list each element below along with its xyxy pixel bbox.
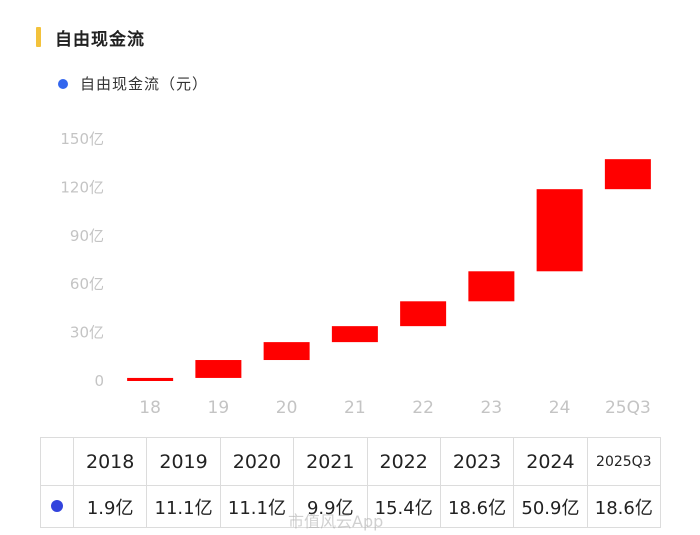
bar[interactable] (331, 326, 378, 343)
table-cell: 11.1亿 (219, 485, 295, 528)
y-tick-label: 120亿 (60, 178, 104, 196)
table-header-row: 2018 2019 2020 2021 2022 2023 2024 2025Q… (40, 437, 662, 486)
bar[interactable] (536, 189, 583, 272)
bar[interactable] (468, 271, 515, 302)
table-row: 1.9亿 11.1亿 11.1亿 9.9亿 15.4亿 18.6亿 50.9亿 … (40, 485, 662, 528)
table-cell: 18.6亿 (586, 485, 662, 528)
x-tick-label: 22 (412, 398, 434, 418)
table-cell: 9.9亿 (293, 485, 368, 528)
table-header-cell: 2024 (513, 437, 588, 486)
table-header-cell: 2022 (366, 437, 441, 486)
legend-label: 自由现金流（元） (80, 75, 209, 93)
data-table: 2018 2019 2020 2021 2022 2023 2024 2025Q… (40, 437, 662, 528)
y-tick-label: 30亿 (70, 324, 104, 342)
x-tick-label: 20 (276, 398, 298, 418)
y-tick-label: 90亿 (70, 227, 104, 245)
table-series-marker (40, 485, 74, 528)
x-tick-label: 25Q3 (605, 398, 651, 418)
bar[interactable] (604, 159, 651, 190)
bar[interactable] (195, 360, 242, 378)
x-tick-label: 21 (344, 398, 366, 418)
y-tick-label: 60亿 (70, 275, 104, 293)
bar[interactable] (400, 301, 447, 327)
table-header-cell: 2025Q3 (586, 437, 662, 486)
watermark: 市值风云App (288, 512, 384, 531)
header-accent-bar (36, 27, 41, 47)
table-cell: 50.9亿 (513, 485, 588, 528)
waterfall-chart: 0 30亿 60亿 90亿 120亿 150亿 18 19 20 21 22 23 24 25Q3 (60, 130, 651, 418)
table-cell: 11.1亿 (146, 485, 221, 528)
chart-legend[interactable]: 自由现金流（元） (58, 73, 208, 94)
bar[interactable] (127, 377, 174, 381)
table-header-cell: 2019 (146, 437, 221, 486)
table-header-cell: 2020 (219, 437, 295, 486)
table-cell: 15.4亿 (366, 485, 441, 528)
chart-title: 自由现金流 (55, 29, 145, 50)
table-header-cell: 2023 (439, 437, 515, 486)
x-tick-label: 19 (208, 398, 230, 418)
table-header-cell: 2021 (293, 437, 368, 486)
x-tick-label: 18 (139, 398, 161, 418)
x-tick-label: 23 (481, 398, 503, 418)
bar[interactable] (263, 342, 310, 361)
series-dot-icon (51, 500, 63, 512)
y-tick-label: 0 (94, 372, 104, 390)
table-corner-cell (40, 437, 74, 486)
table-cell: 18.6亿 (439, 485, 515, 528)
legend-dot-icon (58, 78, 68, 89)
x-tick-label: 24 (549, 398, 571, 418)
y-tick-label: 150亿 (60, 130, 104, 148)
chart-header: 自由现金流 (36, 24, 145, 50)
table-cell: 1.9亿 (72, 485, 148, 528)
table-header-cell: 2018 (72, 437, 148, 486)
